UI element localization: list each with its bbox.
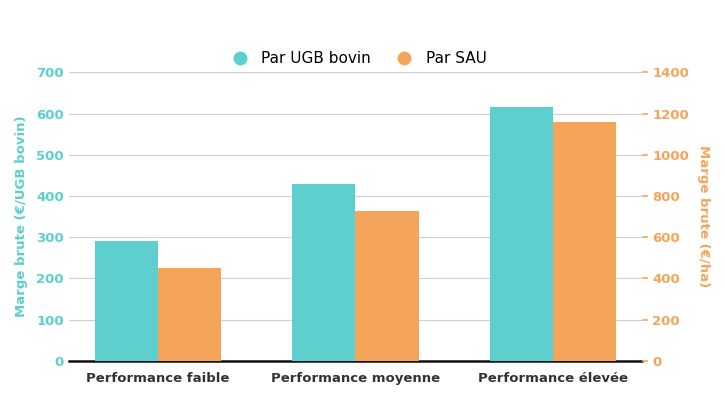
- Bar: [552, 122, 616, 361]
- Legend: Par UGB bovin, Par SAU: Par UGB bovin, Par SAU: [218, 45, 493, 72]
- Y-axis label: Marge brute (€/ha): Marge brute (€/ha): [697, 146, 710, 288]
- Y-axis label: Marge brute (€/UGB bovin): Marge brute (€/UGB bovin): [15, 116, 28, 318]
- Bar: [292, 184, 355, 361]
- Bar: [158, 268, 221, 361]
- Bar: [489, 107, 552, 361]
- Bar: [355, 212, 418, 361]
- Bar: [95, 240, 158, 361]
